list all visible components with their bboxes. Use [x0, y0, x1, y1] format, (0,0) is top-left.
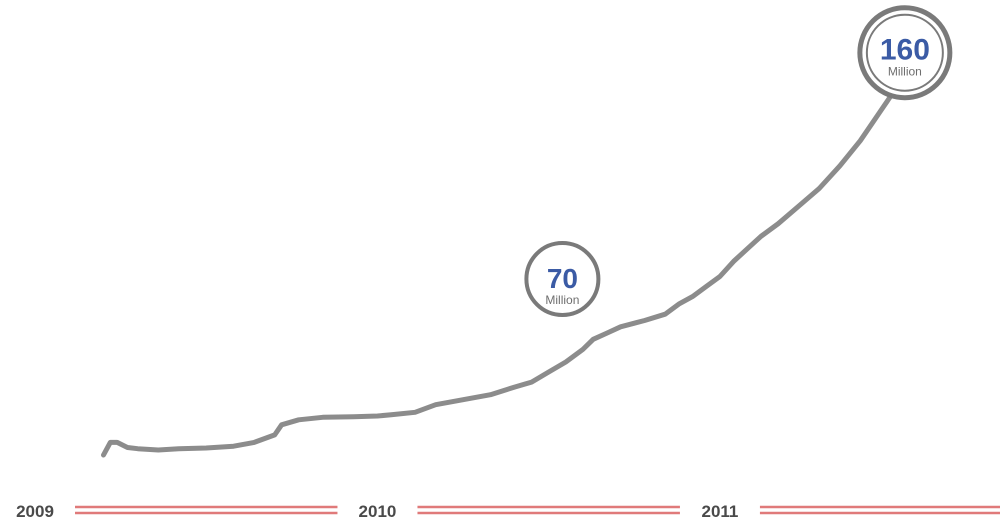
data-label-value: 70 — [547, 263, 578, 294]
x-tick-label: 2011 — [701, 502, 738, 521]
callout-ring — [524, 241, 601, 317]
series-line-group — [101, 82, 901, 458]
x-tick-label: 2010 — [359, 502, 397, 521]
callout-ring — [857, 5, 953, 101]
data-label-unit: Million — [888, 65, 922, 79]
timeline-axis: 2009 2010 2011 — [16, 502, 1000, 521]
data-label-unit: Million — [545, 293, 579, 307]
x-tick-label: 2009 — [16, 502, 54, 521]
callout-inner-ring — [865, 13, 944, 92]
data-label-value: 160 — [880, 34, 930, 67]
series-line — [101, 82, 901, 458]
